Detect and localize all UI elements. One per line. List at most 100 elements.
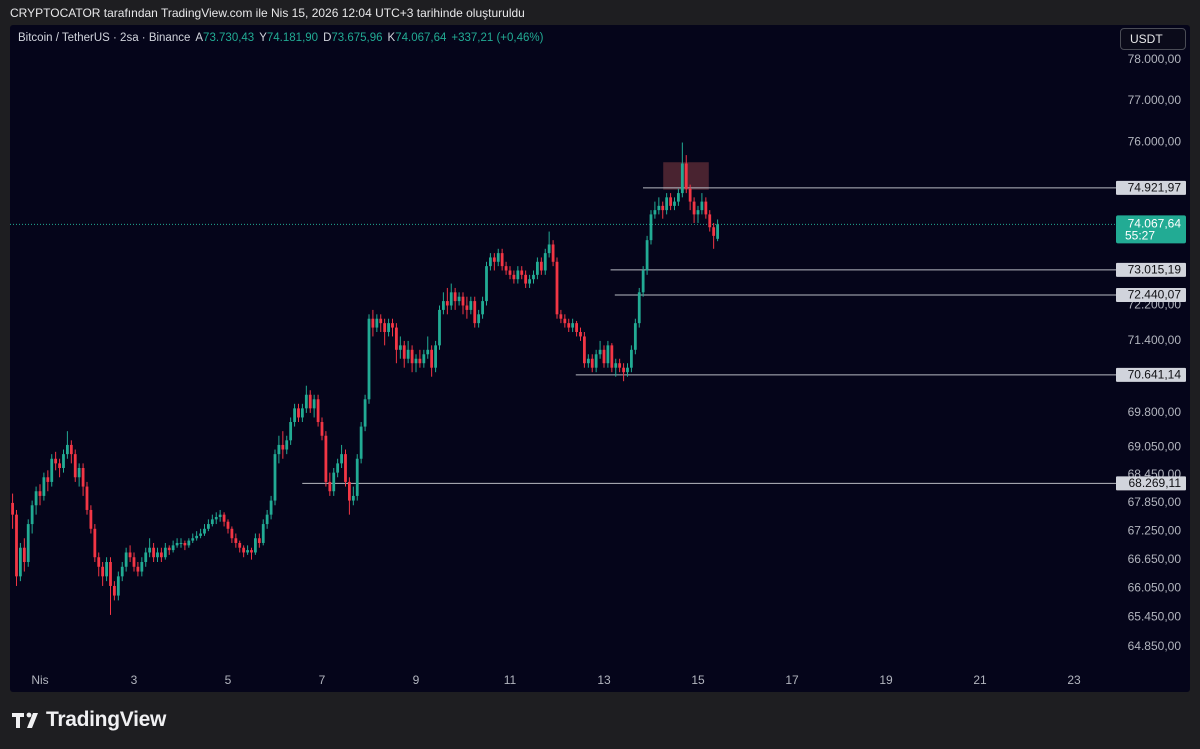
candle-body — [42, 477, 46, 496]
candle-body — [281, 444, 285, 450]
candle-body — [97, 557, 101, 567]
candle-body — [398, 345, 402, 350]
candle-body — [265, 514, 269, 525]
candle-body — [406, 349, 410, 359]
candle-body — [626, 367, 629, 373]
candle-body — [516, 270, 520, 280]
candle-body — [551, 244, 555, 262]
x-tick-label: 7 — [319, 673, 326, 687]
candle-body — [543, 253, 547, 271]
tradingview-logo — [12, 712, 38, 728]
candle-body — [457, 296, 461, 302]
y-tick-label: 76.000,00 — [1128, 135, 1182, 149]
x-tick-label: 3 — [131, 673, 138, 687]
candle-body — [304, 394, 308, 409]
candle-body — [508, 270, 512, 275]
candle-body — [355, 458, 359, 496]
candle-body — [54, 458, 58, 464]
candle-body — [449, 292, 453, 306]
candle-body — [81, 467, 85, 487]
candle-body — [199, 533, 202, 536]
candle-body — [488, 257, 492, 267]
candle-body — [375, 318, 379, 328]
y-tick-label: 65.450,00 — [1128, 610, 1182, 624]
candle-body — [633, 323, 637, 350]
candle-body — [136, 566, 140, 572]
candle-body — [159, 552, 163, 558]
candle-body — [586, 358, 590, 364]
level-label: 73.015,19 — [1128, 262, 1182, 276]
candle-body — [300, 408, 304, 418]
candle-body — [277, 444, 281, 455]
candle-body — [594, 354, 598, 368]
ohlc-key: K — [387, 32, 396, 44]
candle-body — [676, 193, 680, 202]
change: +337,21 (+0,46%) — [451, 32, 544, 44]
candle-body — [653, 210, 657, 215]
candle-body — [26, 524, 30, 563]
ohlc-value: 73.730,43 — [203, 32, 255, 44]
candle-body — [579, 332, 582, 337]
candle-body — [73, 454, 77, 478]
candle-body — [394, 327, 398, 350]
currency-button[interactable]: USDT — [1120, 28, 1186, 50]
candle-body — [547, 244, 551, 254]
candle-body — [688, 188, 692, 202]
candle-body — [430, 349, 434, 368]
candle-body — [144, 552, 148, 563]
candle-body — [426, 349, 430, 355]
candle-body — [567, 323, 571, 328]
candle-body — [191, 538, 195, 541]
candle-body — [555, 261, 559, 315]
candle-body — [351, 495, 355, 501]
candle-body — [418, 358, 422, 364]
candle-body — [93, 528, 97, 558]
candle-body — [512, 274, 516, 280]
candle-body — [30, 505, 34, 525]
candle-body — [535, 261, 539, 275]
candle-body — [238, 542, 242, 548]
symbol: Bitcoin / TetherUS · 2sa · Binance — [18, 32, 191, 44]
candle-body — [273, 454, 277, 501]
level-label: 68.269,11 — [1129, 476, 1182, 490]
y-tick-label: 69.050,00 — [1128, 439, 1182, 453]
candle-body — [297, 408, 300, 418]
candle-body — [206, 524, 210, 529]
candle-body — [38, 491, 42, 496]
candle-body — [571, 323, 575, 328]
candle-body — [485, 266, 488, 302]
candle-body — [657, 205, 661, 211]
level-label: 72.440,07 — [1128, 288, 1182, 302]
candle-body — [77, 467, 81, 478]
candle-body — [492, 257, 496, 262]
candle-body — [590, 358, 594, 368]
candle-body — [316, 399, 320, 423]
ohlc-value: 74.181,90 — [266, 32, 319, 44]
candle-body — [261, 524, 265, 543]
candle-body — [218, 514, 222, 518]
candle-body — [22, 547, 26, 563]
candle-body — [46, 477, 50, 482]
candle-body — [246, 550, 249, 553]
candle-body — [367, 318, 371, 400]
candle-body — [629, 349, 633, 368]
candle-body — [234, 538, 238, 543]
candle-body — [575, 323, 578, 333]
candle-body — [465, 305, 469, 310]
candle-body — [332, 472, 336, 492]
candle-body — [344, 454, 347, 482]
candle-body — [532, 274, 535, 280]
candle-body — [62, 454, 65, 468]
candle-body — [65, 444, 69, 455]
candle-body — [637, 292, 641, 324]
candle-body — [712, 227, 716, 236]
candle-body — [210, 519, 214, 525]
ohlc-key: Y — [259, 32, 267, 44]
candle-body — [520, 270, 524, 275]
candle-body — [598, 349, 602, 355]
page-title: CRYPTOCATOR tarafından TradingView.com i… — [10, 6, 525, 20]
legend: Bitcoin / TetherUS · 2sa · Binance A 73.7… — [18, 32, 543, 44]
candle-body — [708, 214, 712, 228]
candle-body — [359, 426, 363, 459]
